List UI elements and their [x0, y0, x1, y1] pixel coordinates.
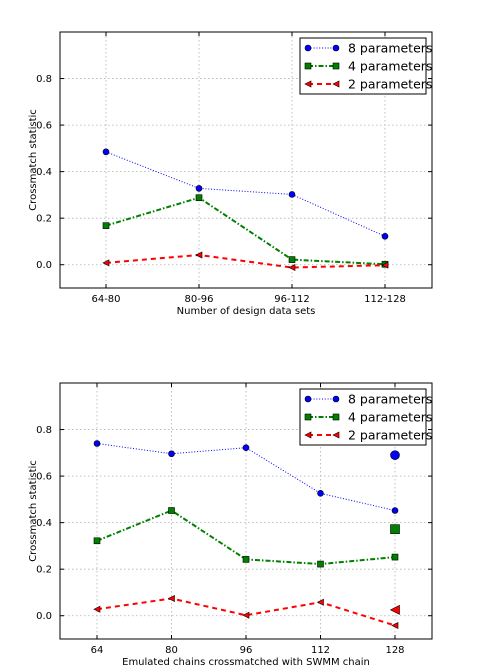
- legend-marker: [304, 62, 312, 70]
- y-tick-label: 0.6: [36, 121, 52, 132]
- y-tick-label: 0.2: [36, 214, 52, 225]
- data-point: [242, 444, 250, 451]
- legend-marker: [304, 413, 312, 421]
- data-point: [242, 611, 250, 619]
- data-point: [102, 259, 110, 267]
- chart-panel-2: 64 80 96 112 128 0.0 0.2 0.4 0.6 0.8 Emulated chai…: [28, 382, 433, 668]
- data-point: [102, 148, 110, 156]
- x-tick-label: 64: [91, 645, 104, 656]
- y-axis-label: Crossmatch statistic: [28, 460, 39, 562]
- data-point: [195, 185, 203, 192]
- data-point: [168, 507, 175, 514]
- legend-label: 8 parameters: [348, 392, 432, 407]
- data-point: [93, 605, 101, 613]
- y-tick-label: 0.0: [36, 260, 52, 271]
- x-tick-label: 80: [165, 645, 178, 656]
- legend: 8 parameters 4 parameters 2 parameters: [299, 37, 432, 95]
- y-tick-label: 0.4: [36, 167, 52, 178]
- highlight-point: [390, 524, 400, 534]
- data-point: [167, 595, 175, 602]
- x-axis-label: Number of design data sets: [177, 306, 316, 317]
- highlight-point: [389, 604, 400, 615]
- data-point: [242, 556, 250, 563]
- chart-panel-1: 64-80 80-96 96-112 112-128 0.0 0.2 0.4 0.6 0.8 Nu…: [28, 31, 433, 317]
- x-axis-label: Emulated chains crossmatched with SWMM c…: [122, 657, 370, 668]
- x-tick-label: 112: [311, 645, 330, 656]
- data-point: [391, 622, 399, 629]
- legend-marker: [304, 80, 312, 88]
- legend: 8 parameters 4 parameters 2 parameters: [299, 388, 432, 446]
- y-tick-label: 0.6: [36, 472, 52, 483]
- legend-marker: [304, 431, 312, 439]
- legend-marker: [332, 80, 340, 88]
- data-point: [195, 251, 203, 259]
- legend-marker: [304, 44, 312, 52]
- data-point: [288, 191, 296, 198]
- data-point: [381, 233, 389, 240]
- legend-marker: [332, 44, 340, 52]
- data-point: [317, 560, 324, 568]
- series-line: [96, 597, 396, 627]
- data-point: [93, 440, 101, 447]
- x-tick-label: 64-80: [91, 294, 120, 305]
- data-point: [317, 490, 324, 497]
- x-tick-label: 112-128: [364, 294, 406, 305]
- data-point: [391, 553, 399, 561]
- data-point: [316, 598, 324, 606]
- y-tick-label: 0.2: [36, 565, 52, 576]
- y-tick-label: 0.4: [36, 518, 52, 529]
- data-point: [391, 507, 399, 514]
- y-tick-label: 0.0: [36, 611, 52, 622]
- legend-marker: [332, 413, 340, 421]
- y-tick-label: 0.8: [36, 425, 52, 436]
- legend-marker: [332, 395, 340, 403]
- series-line: [105, 151, 386, 237]
- x-tick-label: 96-112: [274, 294, 309, 305]
- data-point: [288, 264, 296, 272]
- legend-marker: [332, 431, 340, 439]
- series-line: [105, 196, 386, 266]
- legend-label: 2 parameters: [348, 77, 432, 92]
- y-axis-label: Crossmatch statistic: [28, 109, 39, 211]
- legend-label: 8 parameters: [348, 41, 432, 56]
- x-tick-label: 96: [240, 645, 253, 656]
- x-tick-label: 128: [385, 645, 404, 656]
- plot-area: [59, 31, 433, 289]
- data-point: [93, 537, 101, 545]
- data-point: [168, 450, 175, 458]
- y-tick-label: 0.8: [36, 74, 52, 85]
- legend-label: 4 parameters: [348, 59, 432, 74]
- legend-marker: [304, 395, 312, 403]
- legend-label: 4 parameters: [348, 410, 432, 425]
- series-line: [105, 253, 386, 269]
- legend-marker: [332, 62, 340, 70]
- x-tick-label: 80-96: [184, 294, 213, 305]
- legend-label: 2 parameters: [348, 428, 432, 443]
- data-point: [102, 222, 110, 229]
- data-point: [288, 256, 296, 263]
- data-point: [381, 261, 389, 269]
- highlight-point: [390, 450, 400, 460]
- data-point: [195, 194, 203, 202]
